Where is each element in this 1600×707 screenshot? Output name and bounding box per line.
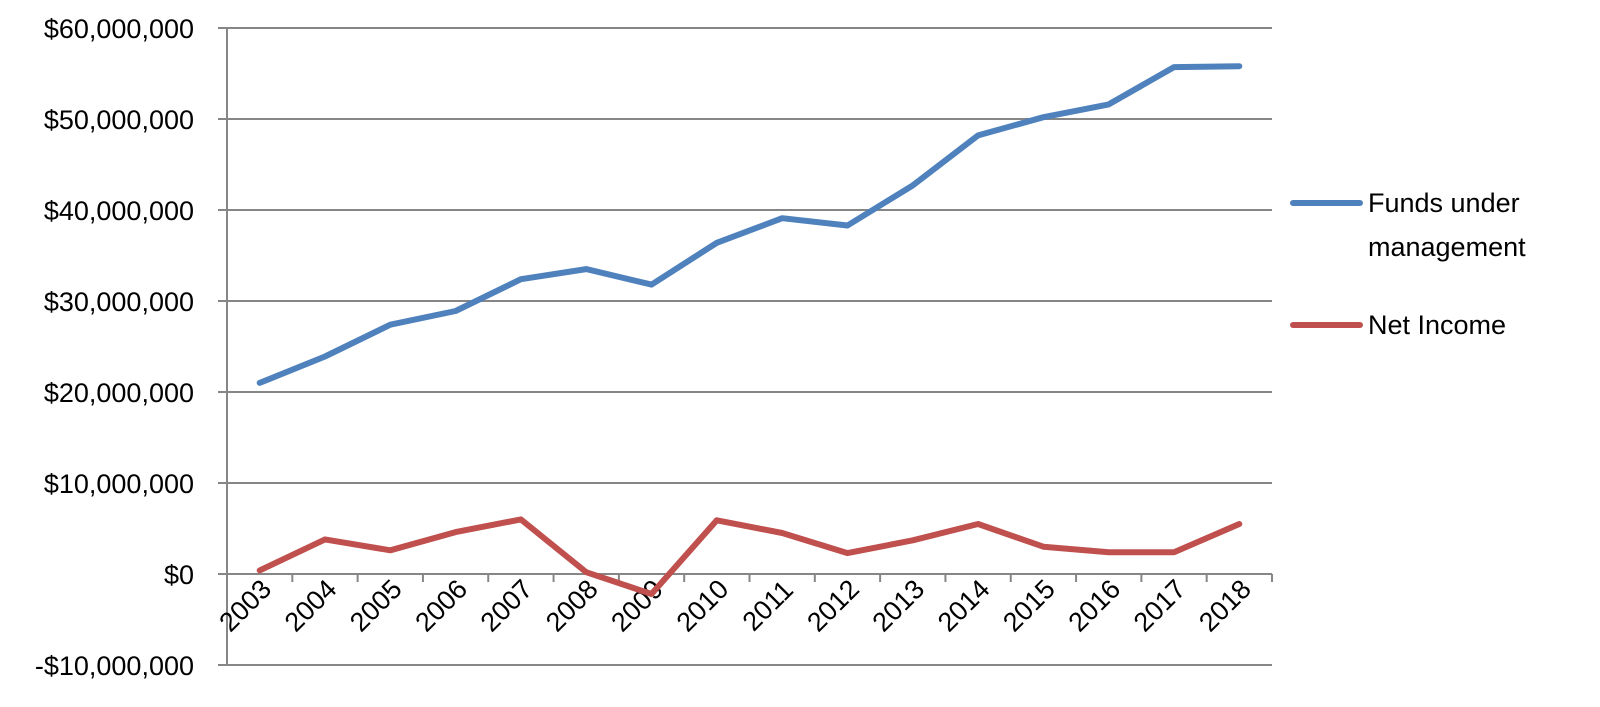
x-axis-tick-labels: 2003 2004 2005 2006 2007 2008 2009 2010 2011 2012…	[213, 574, 1256, 638]
y-tick-label: $30,000,000	[44, 287, 194, 317]
y-tick-label: $0	[164, 560, 194, 590]
y-tick-label: $20,000,000	[44, 378, 194, 408]
x-tick-label: 2006	[409, 574, 473, 638]
x-tick-label: 2014	[932, 574, 996, 638]
x-tick-label: 2016	[1063, 574, 1127, 638]
legend-label: management	[1368, 232, 1526, 262]
x-tick-label: 2005	[344, 574, 408, 638]
gridlines	[227, 27, 1272, 666]
x-tick-label: 2017	[1128, 574, 1192, 638]
x-tick-label: 2015	[997, 574, 1061, 638]
legend-label: Funds under	[1368, 188, 1520, 218]
axes	[218, 27, 1273, 666]
y-tick-label: $40,000,000	[44, 196, 194, 226]
x-tick-label: 2012	[801, 574, 865, 638]
x-tick-label: 2010	[671, 574, 735, 638]
legend: Funds under management Net Income	[1290, 188, 1526, 340]
legend-label: Net Income	[1368, 310, 1506, 340]
series-line-funds-under-management	[256, 63, 1243, 386]
x-tick-label: 2013	[867, 574, 931, 638]
y-tick-label: $50,000,000	[44, 105, 194, 135]
series-lines	[256, 63, 1243, 597]
x-tick-label: 2007	[475, 574, 539, 638]
y-tick-label: -$10,000,000	[35, 651, 194, 681]
series-line-net-income	[256, 516, 1243, 597]
x-tick-label: 2011	[737, 575, 799, 637]
y-axis-tick-labels: $60,000,000 $50,000,000 $40,000,000 $30,000…	[35, 14, 194, 681]
x-tick-label: 2008	[540, 574, 604, 638]
x-tick-label: 2018	[1193, 574, 1257, 638]
y-tick-label: $60,000,000	[44, 14, 194, 44]
x-tick-label: 2003	[213, 574, 277, 638]
x-tick-label: 2004	[279, 574, 343, 638]
y-tick-label: $10,000,000	[44, 469, 194, 499]
